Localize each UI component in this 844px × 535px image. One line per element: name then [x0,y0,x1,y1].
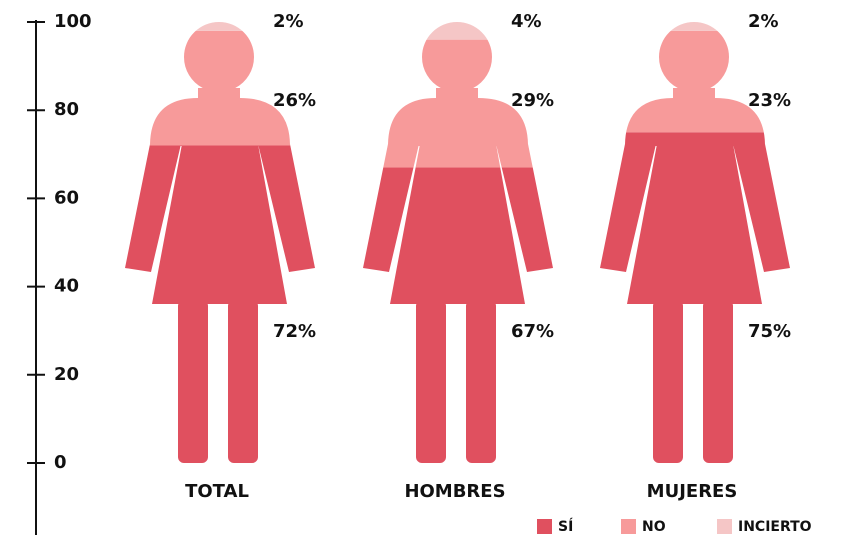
data-label: 26% [273,90,316,111]
y-tick-label: 80 [54,99,79,120]
category-label: MUJERES [647,481,738,502]
category-label: TOTAL [185,481,249,502]
y-tick-label: 40 [54,276,79,297]
legend-swatch [717,519,732,534]
segment [600,132,790,463]
y-tick-label: 20 [54,364,79,385]
data-label: 72% [273,321,316,342]
y-tick-label: 60 [54,187,79,208]
data-label: 2% [748,11,779,32]
segment [363,167,553,463]
segment [600,30,790,133]
segment [125,145,315,463]
legend-swatch [621,519,636,534]
category-label: HOMBRES [404,481,505,502]
data-label: 29% [511,90,554,111]
data-label: 67% [511,321,554,342]
legend-label: INCIERTO [738,519,812,535]
segment [125,22,315,31]
data-label: 2% [273,11,304,32]
legend-label: SÍ [558,518,573,535]
data-label: 23% [748,90,791,111]
data-label: 75% [748,321,791,342]
legend-swatch [537,519,552,534]
y-tick-label: 100 [54,11,92,32]
segment [600,22,790,31]
data-label: 4% [511,11,542,32]
segment [125,30,315,146]
legend-label: NO [642,519,666,535]
y-tick-label: 0 [54,452,67,473]
